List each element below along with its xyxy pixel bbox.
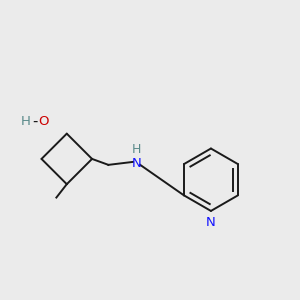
Text: H: H xyxy=(132,143,141,156)
Text: -: - xyxy=(33,114,38,129)
Text: N: N xyxy=(206,216,216,229)
Text: N: N xyxy=(132,157,142,170)
Text: H: H xyxy=(21,115,31,128)
Text: O: O xyxy=(38,115,49,128)
